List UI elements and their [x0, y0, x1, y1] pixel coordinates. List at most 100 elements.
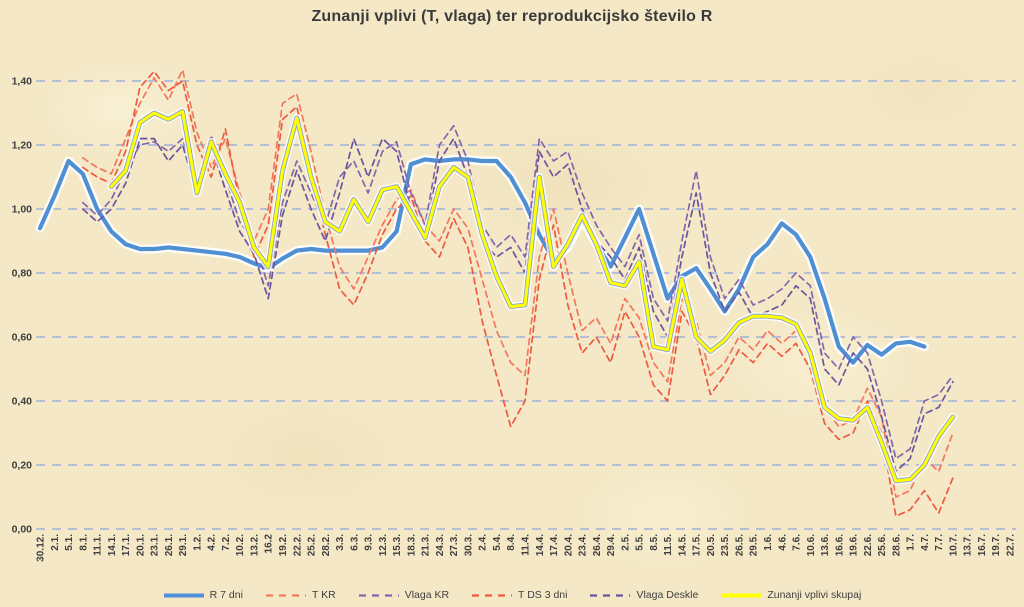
chart-title: Zunanji vplivi (T, vlaga) ter reprodukci…	[311, 8, 713, 25]
x-axis-label: 16.6.	[834, 534, 845, 556]
x-axis-label: 10.2.	[235, 534, 246, 556]
x-axis-label: 30.12.	[36, 534, 47, 562]
legend-label: Vlaga Deskle	[636, 589, 699, 601]
x-axis-label: 8.1.	[78, 534, 89, 551]
legend-swatch	[163, 593, 204, 597]
y-axis-label: 1,40	[12, 76, 33, 88]
x-axis-label: 9.3.	[364, 534, 375, 551]
series-vlaga-kr	[81, 124, 954, 460]
legend-swatch	[265, 593, 306, 597]
x-axis-label: 11.1.	[93, 534, 104, 556]
x-axis-label: 17.4.	[549, 534, 560, 556]
x-axis-label: 14.4.	[535, 534, 546, 556]
x-axis-label: 23.5.	[720, 534, 731, 556]
x-axis-label: 10.6.	[806, 534, 817, 556]
x-axis-label: 19.6.	[849, 534, 860, 556]
x-axis-labels: 30.12. 2.1. 5.1. 8.1. 11.1. 14.1. 17.1. 20.1. 23…	[36, 534, 1017, 562]
x-axis-label: 16.7.	[977, 534, 988, 556]
legend-label: R 7 dni	[209, 589, 243, 601]
x-axis-label: 5.4.	[492, 534, 503, 551]
x-axis-label: 13.7.	[963, 534, 974, 556]
x-axis-label: 8.4.	[506, 534, 517, 551]
y-axis-label: 1,20	[12, 140, 33, 152]
series-zunanji-vplivi-skupaj	[107, 107, 957, 485]
legend-swatch	[590, 593, 631, 597]
y-axis-label: 1,00	[12, 204, 33, 216]
series-r-7-dni	[35, 154, 929, 368]
x-axis-label: 2.1.	[50, 534, 61, 551]
x-axis-label: 28.6.	[891, 534, 902, 556]
x-axis-label: 25.6.	[877, 534, 888, 556]
legend-swatch	[721, 593, 762, 597]
x-axis-label: 25.2.	[307, 534, 318, 556]
x-axis-label: 14.1.	[107, 534, 118, 556]
legend-swatch	[472, 593, 513, 597]
legend-item-zunanji-vplivi-skupaj: Zunanji vplivi skupaj	[720, 589, 861, 601]
x-axis-label: 13.6.	[820, 534, 831, 556]
x-axis-label: 21.3.	[421, 534, 432, 556]
y-axis-label: 0,60	[12, 332, 33, 344]
x-axis-label: 2.5.	[620, 534, 631, 551]
x-axis-label: 30.3.	[463, 534, 474, 556]
x-axis-label: 1.2.	[192, 534, 203, 551]
x-axis-label: 29.5.	[749, 534, 760, 556]
x-axis-label: 26.4.	[592, 534, 603, 556]
x-axis-label: 27.3.	[449, 534, 460, 556]
x-axis-label: 20.1.	[135, 534, 146, 556]
x-axis-label: 2.4.	[478, 534, 489, 551]
x-axis-label: 13.2.	[249, 534, 260, 556]
x-axis-label: 11.4.	[521, 534, 532, 556]
legend-item-r-7-dni: R 7 dni	[163, 589, 243, 601]
series-t-ds-3-dni	[81, 70, 954, 518]
legend-label: Vlaga KR	[404, 589, 450, 601]
chart-legend: R 7 dni T KR Vlaga KR T DS 3 dni Vlaga Deskl…	[0, 589, 1024, 601]
x-axis-label: 24.3.	[435, 534, 446, 556]
x-axis-label: 4.2.	[207, 534, 218, 551]
legend-swatch	[358, 593, 399, 597]
x-axis-label: 23.4.	[578, 534, 589, 556]
legend-label: T KR	[311, 589, 336, 601]
x-axis-label: 5.1.	[64, 534, 75, 551]
x-axis-label: 26.5.	[734, 534, 745, 556]
x-axis-label: 19.2.	[278, 534, 289, 556]
y-axis-label: 0,40	[12, 396, 33, 408]
x-axis-label: 20.4.	[563, 534, 574, 556]
x-axis-label: 15.3.	[392, 534, 403, 556]
x-axis-label: 7.6.	[792, 534, 803, 551]
x-axis-label: 17.1.	[121, 534, 132, 556]
x-axis-label: 29.1.	[178, 534, 189, 556]
x-axis-label: 16.2	[264, 534, 275, 554]
legend-item-vlaga-kr: Vlaga KR	[358, 589, 449, 601]
legend-label: Zunanji vplivi skupaj	[767, 589, 862, 601]
gridlines: 0,00 0,20 0,40 0,60 0,80 1,00 1,20 1,40	[12, 76, 1016, 536]
x-axis-label: 18.3.	[406, 534, 417, 556]
x-axis-label: 7.7.	[934, 534, 945, 551]
x-axis-label: 7.2.	[221, 534, 232, 551]
x-axis-label: 11.5.	[663, 534, 674, 556]
x-axis-label: 6.3.	[349, 534, 360, 551]
x-axis-label: 20.5.	[706, 534, 717, 556]
x-axis-label: 12.3.	[378, 534, 389, 556]
legend-item-vlaga-deskle: Vlaga Deskle	[589, 589, 698, 601]
x-axis-label: 10.7.	[948, 534, 959, 556]
x-axis-label: 22.2.	[292, 534, 303, 556]
x-axis-label: 17.5.	[692, 534, 703, 556]
y-axis-label: 0,00	[12, 524, 33, 536]
y-axis-label: 0,80	[12, 268, 33, 280]
x-axis-label: 14.5.	[677, 534, 688, 556]
x-axis-label: 1.6.	[763, 534, 774, 551]
x-axis-label: 23.1.	[150, 534, 161, 556]
legend-item-t-ds-3-dni: T DS 3 dni	[471, 589, 567, 601]
y-axis-label: 0,20	[12, 460, 33, 472]
x-axis-label: 29.4.	[606, 534, 617, 556]
x-axis-label: 3.3.	[335, 534, 346, 551]
x-axis-label: 22.6.	[863, 534, 874, 556]
x-axis-label: 4.7.	[920, 534, 931, 551]
x-axis-label: 26.1.	[164, 534, 175, 556]
series-vlaga-deskle	[81, 137, 954, 473]
x-axis-label: 8.5.	[649, 534, 660, 551]
x-axis-label: 22.7.	[1006, 534, 1017, 556]
x-axis-label: 28.2.	[321, 534, 332, 556]
